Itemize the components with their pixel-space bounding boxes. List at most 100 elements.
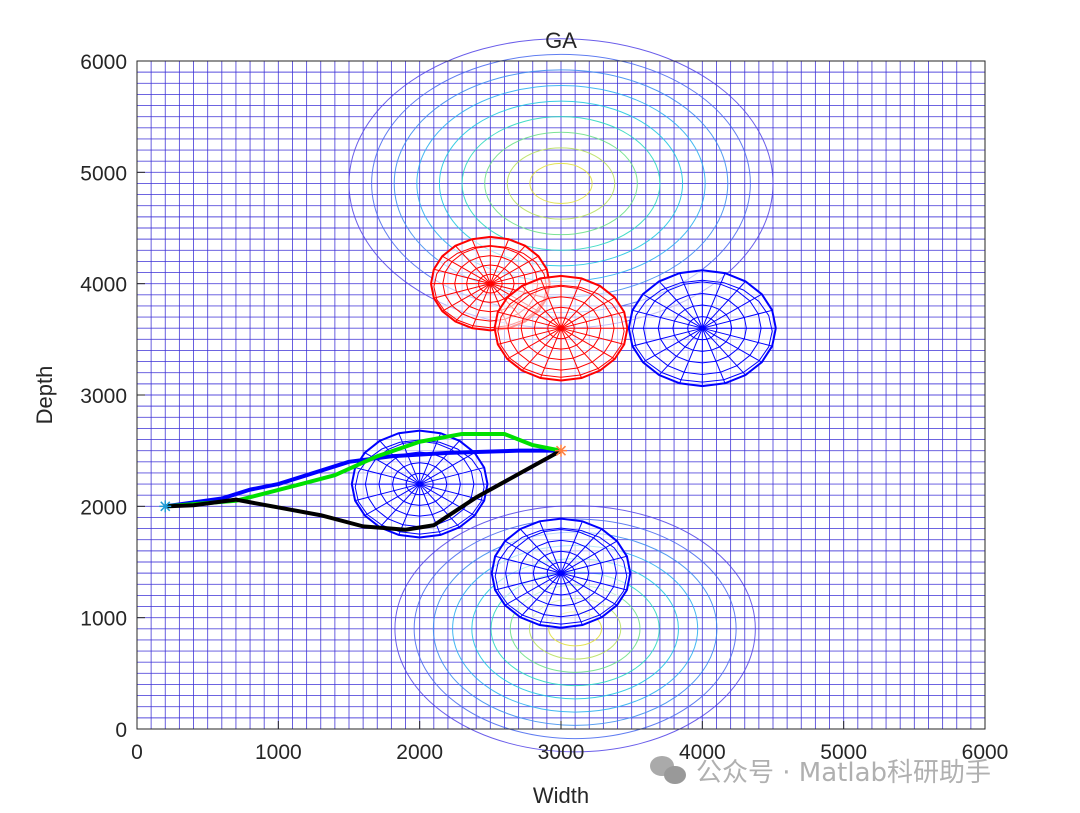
threat-spoke: [560, 521, 583, 574]
contour-line: [438, 100, 684, 267]
threat-spoke: [540, 328, 562, 379]
threat-spoke: [504, 572, 562, 606]
x-tick-label: 2000: [396, 741, 443, 764]
threat-spoke: [701, 328, 726, 384]
threat-spoke: [560, 528, 603, 574]
threat-spoke: [560, 572, 618, 606]
threat-spoke: [560, 540, 618, 574]
threat-spoke: [560, 327, 601, 371]
threat-spoke: [560, 327, 615, 360]
threat-spoke: [379, 440, 421, 485]
threat-spoke: [702, 309, 773, 329]
start-marker-stroke: [160, 501, 171, 512]
threat-spoke: [560, 328, 582, 379]
x-axis-label: Width: [533, 783, 589, 808]
x-tick-label: 4000: [679, 741, 726, 764]
threat-spoke: [560, 311, 625, 329]
y-tick-label: 6000: [80, 51, 127, 74]
threat-spoke: [490, 255, 539, 285]
paths: [159, 431, 567, 532]
threat-ring: [494, 527, 628, 625]
threat-spoke: [679, 328, 703, 384]
threat-spoke: [521, 327, 562, 371]
y-axis-label: Depth: [32, 366, 57, 425]
threat-spoke: [433, 268, 491, 285]
threat-spoke: [489, 239, 510, 284]
threat-spoke: [455, 245, 491, 285]
threat-spoke: [419, 483, 460, 528]
threat-spoke: [419, 483, 475, 516]
threat-spoke: [442, 283, 491, 312]
threat-spoke: [495, 555, 562, 574]
threat-spoke: [504, 540, 562, 574]
threat-spoke: [540, 278, 562, 329]
x-tick-label: 5000: [820, 741, 867, 764]
threat-spoke: [497, 311, 562, 329]
threat-spoke: [702, 327, 773, 347]
threat-spoke: [419, 452, 475, 485]
goal-marker-stroke: [555, 445, 567, 456]
threat-spoke: [701, 327, 746, 376]
contour-line: [529, 162, 593, 205]
threat-ring: [631, 279, 773, 383]
watermark-text: 公众号 · Matlab科研助手: [696, 758, 992, 788]
threat-ring: [350, 429, 489, 539]
goal-marker: [555, 444, 567, 457]
threat-spoke: [398, 483, 421, 536]
x-tick-label: 1000: [255, 741, 302, 764]
contour-line: [506, 147, 616, 220]
wechat-icon: [650, 755, 690, 786]
threat-sphere: [490, 517, 632, 629]
path-line-2: [165, 448, 562, 532]
chart-title: GA: [545, 28, 577, 53]
y-tick-label: 2000: [80, 496, 127, 519]
threat-spoke: [521, 285, 562, 329]
threat-spoke: [658, 327, 703, 376]
y-tick-label: 1000: [80, 608, 127, 631]
threat-spoke: [632, 327, 703, 347]
threat-spoke: [455, 283, 491, 322]
x-tick-label: 3000: [538, 741, 585, 764]
threat-spoke: [702, 293, 763, 329]
threat-ring: [490, 517, 632, 629]
threat-spoke: [507, 327, 562, 360]
y-tick-label: 3000: [80, 385, 127, 408]
contour-line: [394, 505, 756, 753]
y-tick-label: 4000: [80, 274, 127, 297]
threat-spoke: [560, 555, 627, 574]
threat-spoke: [701, 272, 726, 329]
threat-spoke: [560, 297, 615, 329]
threat-spoke: [560, 572, 627, 591]
threat-spoke: [560, 278, 582, 329]
threat-spoke: [507, 297, 562, 329]
watermark: 公众号 · Matlab科研助手: [650, 752, 991, 789]
threat-spoke: [679, 272, 703, 329]
threats: [350, 235, 777, 629]
threat-spoke: [471, 239, 491, 284]
path-line-0: [164, 448, 561, 509]
threat-spoke: [495, 572, 562, 591]
threat-sphere: [350, 429, 489, 539]
threat-spoke: [642, 327, 703, 363]
threat-spoke: [560, 572, 603, 618]
threat-spoke: [519, 572, 562, 618]
threat-spoke: [419, 467, 485, 485]
threat-spoke: [433, 283, 491, 299]
threat-spoke: [442, 255, 491, 285]
x-tick-label: 6000: [962, 741, 1009, 764]
contour-line: [461, 116, 661, 251]
threat-spoke: [539, 572, 562, 626]
threat-spoke: [560, 285, 601, 329]
threat-spoke: [702, 327, 763, 363]
threat-sphere: [627, 269, 777, 388]
threat-spoke: [419, 433, 442, 485]
path-line-1: [165, 431, 562, 509]
threat-spoke: [355, 467, 420, 485]
threat-spoke: [364, 483, 420, 516]
threat-spoke: [355, 483, 420, 502]
threat-spoke: [560, 572, 583, 626]
threat-spoke: [539, 521, 562, 574]
x-tick-label: 0: [131, 741, 143, 764]
mesh-grid: [136, 60, 986, 730]
